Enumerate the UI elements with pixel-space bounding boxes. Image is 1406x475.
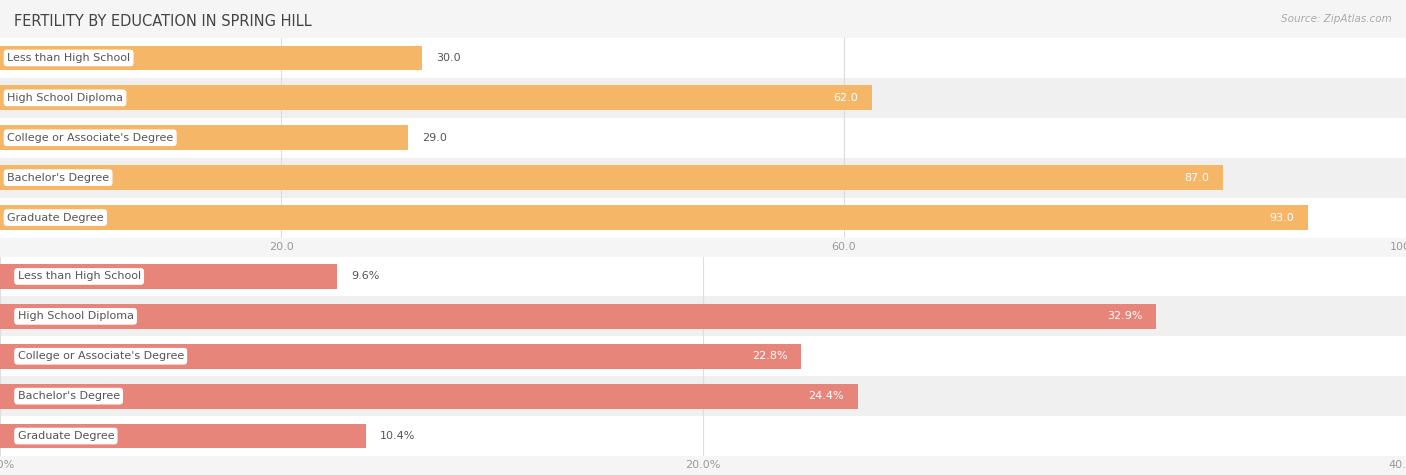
Text: 62.0: 62.0 [832, 93, 858, 103]
Bar [0, 376, 1406, 416]
Bar [0, 304, 1156, 329]
Text: Source: ZipAtlas.com: Source: ZipAtlas.com [1281, 14, 1392, 24]
Text: 30.0: 30.0 [436, 53, 461, 63]
Text: Bachelor's Degree: Bachelor's Degree [17, 391, 120, 401]
Bar [0, 416, 1406, 456]
Text: Graduate Degree: Graduate Degree [7, 212, 104, 223]
Bar [0, 336, 1406, 376]
Bar [0, 296, 1406, 336]
Text: 93.0: 93.0 [1268, 212, 1294, 223]
Text: High School Diploma: High School Diploma [17, 311, 134, 322]
Bar [0, 38, 1406, 78]
Text: 22.8%: 22.8% [752, 351, 787, 361]
Bar [0, 424, 366, 448]
Text: 24.4%: 24.4% [808, 391, 844, 401]
Bar [0, 125, 408, 150]
Text: College or Associate's Degree: College or Associate's Degree [17, 351, 184, 361]
Text: High School Diploma: High School Diploma [7, 93, 124, 103]
Text: 32.9%: 32.9% [1107, 311, 1142, 322]
Bar [0, 46, 422, 70]
Bar [0, 86, 872, 110]
Bar [0, 78, 1406, 118]
Bar [0, 198, 1406, 238]
Text: Less than High School: Less than High School [17, 271, 141, 282]
Text: College or Associate's Degree: College or Associate's Degree [7, 133, 173, 143]
Text: Bachelor's Degree: Bachelor's Degree [7, 172, 110, 183]
Bar [0, 158, 1406, 198]
Bar [0, 256, 1406, 296]
Bar [0, 165, 1223, 190]
Bar [0, 205, 1308, 230]
Text: 10.4%: 10.4% [380, 431, 415, 441]
Bar [0, 264, 337, 289]
Bar [0, 118, 1406, 158]
Text: Graduate Degree: Graduate Degree [17, 431, 114, 441]
Bar [0, 384, 858, 408]
Text: 87.0: 87.0 [1184, 172, 1209, 183]
Bar [0, 344, 801, 369]
Text: 9.6%: 9.6% [352, 271, 380, 282]
Text: 29.0: 29.0 [422, 133, 447, 143]
Text: Less than High School: Less than High School [7, 53, 131, 63]
Text: FERTILITY BY EDUCATION IN SPRING HILL: FERTILITY BY EDUCATION IN SPRING HILL [14, 14, 312, 29]
